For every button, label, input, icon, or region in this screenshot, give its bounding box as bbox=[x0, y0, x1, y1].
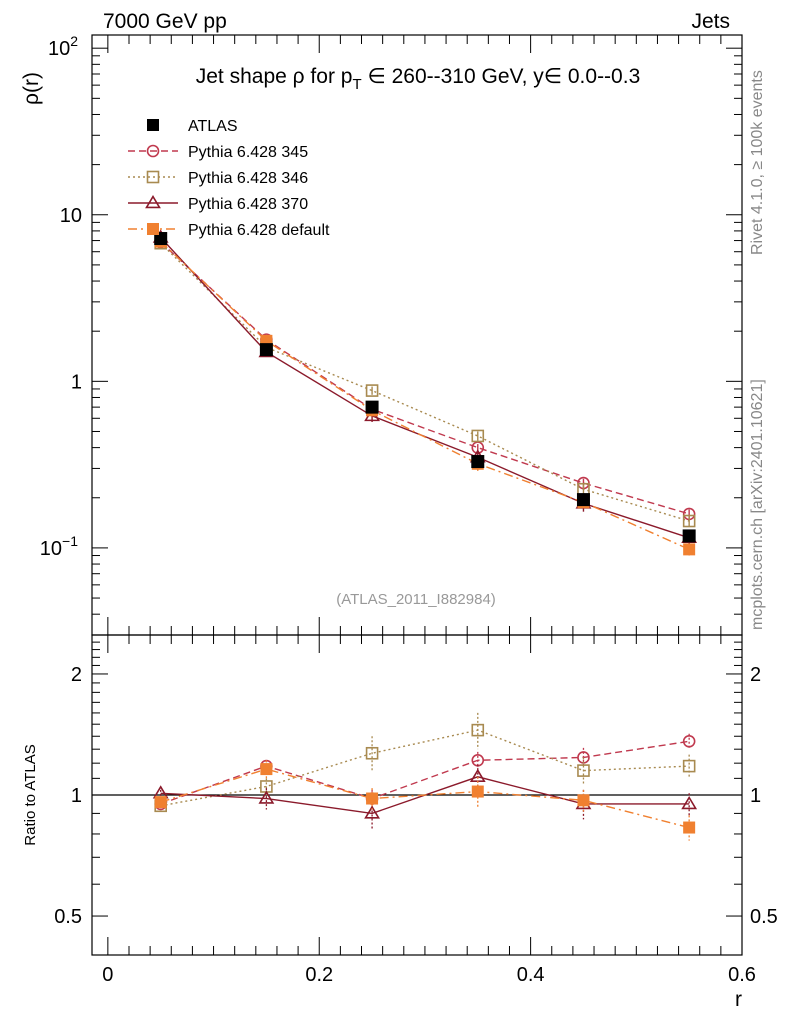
x-tick-label: 0.2 bbox=[305, 964, 333, 986]
ratio-tick-label: 0.5 bbox=[54, 906, 82, 928]
legend-entry: Pythia 6.428 345 bbox=[128, 144, 308, 161]
series-line bbox=[160, 241, 690, 515]
chart-title: Jet shape ρ for pT ∈ 260--310 GeV, y∈ 0.… bbox=[196, 65, 641, 93]
ratio-tick-label-right: 0.5 bbox=[750, 906, 778, 928]
ratio-point bbox=[577, 794, 590, 807]
x-tick-label: 0 bbox=[102, 964, 113, 986]
ratio-series-pythia-6-428-370 bbox=[152, 764, 698, 830]
ratio-tick-label: 2 bbox=[71, 664, 82, 686]
ratio-series-pythia-6-428-345 bbox=[154, 733, 696, 811]
ratio-y-axis-label: Ratio to ATLAS bbox=[22, 744, 39, 845]
ratio-point bbox=[682, 759, 696, 773]
series-line bbox=[160, 237, 690, 539]
analysis-id: (ATLAS_2011_I882984) bbox=[336, 591, 496, 608]
ratio-point bbox=[364, 805, 380, 819]
data-point bbox=[682, 514, 696, 528]
ratio-point bbox=[682, 735, 696, 748]
ratio-tick-label: 1 bbox=[71, 785, 82, 807]
ratio-point bbox=[366, 792, 379, 805]
legend-entry: ATLAS bbox=[147, 118, 238, 135]
ratio-point bbox=[260, 763, 273, 776]
header-left: 7000 GeV pp bbox=[103, 10, 227, 33]
data-point bbox=[576, 493, 590, 507]
x-tick-label: 0.4 bbox=[517, 964, 545, 986]
series-pythia-6-428-345 bbox=[154, 235, 696, 521]
series-line bbox=[160, 242, 690, 522]
data-point bbox=[471, 429, 485, 443]
y-tick-label: 1 bbox=[71, 371, 82, 393]
data-point bbox=[683, 543, 696, 556]
data-point bbox=[682, 529, 696, 543]
legend-marker bbox=[146, 170, 160, 184]
series-pythia-6-428-346 bbox=[154, 236, 696, 528]
data-point bbox=[154, 232, 168, 246]
header-right: Jets bbox=[691, 10, 730, 33]
series-layer bbox=[152, 229, 698, 556]
ratio-tick-label-right: 2 bbox=[750, 664, 761, 686]
ratio-point bbox=[154, 796, 167, 809]
legend-label: Pythia 6.428 346 bbox=[188, 170, 308, 187]
series-line bbox=[160, 241, 690, 551]
legend-label: Pythia 6.428 370 bbox=[188, 196, 308, 213]
y-tick-label: 102 bbox=[48, 33, 78, 60]
ratio-point bbox=[258, 790, 275, 804]
data-point bbox=[365, 400, 379, 414]
legend: ATLAS Pythia 6.428 345 Pythia 6.428 346 Pyt… bbox=[128, 118, 330, 239]
x-axis-label: r bbox=[735, 988, 742, 1011]
data-point bbox=[471, 455, 485, 469]
data-point bbox=[259, 343, 273, 357]
legend-marker bbox=[147, 223, 159, 235]
ratio-y-ticks: 0.5 0.5 1 1 2 2 bbox=[54, 634, 778, 956]
legend-marker bbox=[146, 144, 160, 158]
series-atlas bbox=[154, 232, 696, 543]
ratio-point bbox=[683, 821, 696, 834]
ratio-point bbox=[152, 785, 169, 799]
ratio-tick-label-right: 1 bbox=[750, 785, 761, 807]
rivet-label: Rivet 4.1.0, ≥ 100k events bbox=[749, 70, 766, 255]
x-tick-label: 0.6 bbox=[728, 964, 756, 986]
ratio-layer bbox=[152, 712, 698, 841]
main-y-ticks: 10−1 1 10 102 bbox=[40, 33, 742, 636]
data-point bbox=[365, 384, 379, 397]
ratio-point bbox=[471, 785, 484, 798]
ratio-point bbox=[471, 723, 485, 737]
mcplots-label: mcplots.cern.ch [arXiv:2401.10621] bbox=[749, 379, 766, 630]
ratio-series-pythia-6-428-default bbox=[154, 760, 696, 841]
y-axis-label: ρ(r) bbox=[20, 72, 43, 105]
legend-label: Pythia 6.428 default bbox=[188, 222, 330, 239]
ratio-line bbox=[160, 740, 690, 805]
ratio-point bbox=[365, 746, 379, 760]
ratio-point bbox=[681, 795, 698, 810]
legend-marker bbox=[147, 119, 159, 131]
series-pythia-6-428-default bbox=[154, 235, 696, 556]
legend-entry: Pythia 6.428 default bbox=[128, 222, 330, 239]
legend-entry: Pythia 6.428 346 bbox=[128, 170, 308, 187]
series-pythia-6-428-370 bbox=[152, 229, 698, 545]
legend-label: ATLAS bbox=[188, 118, 238, 135]
y-tick-label: 10 bbox=[60, 205, 82, 227]
ratio-point bbox=[469, 768, 486, 783]
y-tick-label: 10−1 bbox=[40, 533, 78, 560]
legend-entry: Pythia 6.428 370 bbox=[128, 195, 308, 213]
legend-label: Pythia 6.428 345 bbox=[188, 144, 308, 161]
legend-marker bbox=[145, 195, 161, 209]
ratio-line bbox=[160, 768, 690, 829]
ratio-point bbox=[577, 764, 590, 777]
x-ticks: 0 0.2 0.4 0.6 bbox=[102, 35, 756, 986]
